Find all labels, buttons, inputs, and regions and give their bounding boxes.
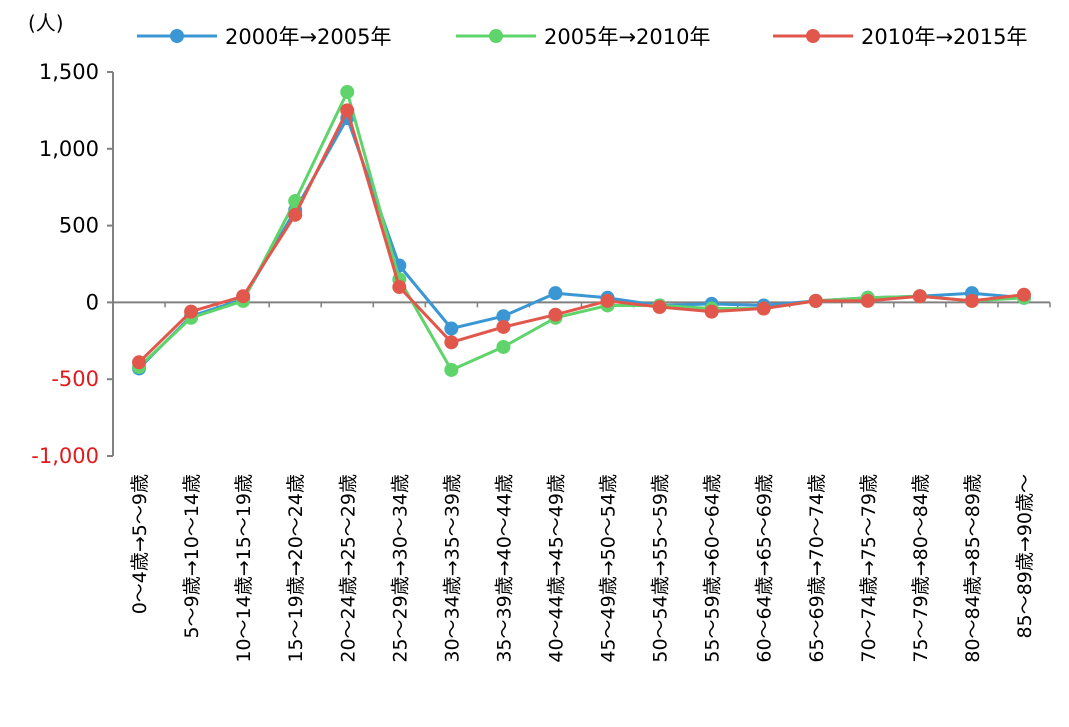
- x-tick-label: 35～39歳→40～44歳: [493, 474, 515, 663]
- series-1: [132, 111, 1031, 376]
- x-tick-label: 85～89歳→90歳～: [1014, 474, 1036, 638]
- y-tick-label: 500: [59, 214, 99, 238]
- data-point: [808, 293, 823, 308]
- x-tick-label: 80～84歳→85～89歳: [962, 474, 984, 663]
- data-point: [444, 362, 459, 377]
- series-line: [137, 108, 1025, 364]
- data-point: [548, 307, 563, 322]
- x-tick-label: 55～59歳→60～64歳: [702, 474, 724, 663]
- data-point: [392, 280, 407, 295]
- legend: 2000年→2005年 2005年→2010年 2010年→2015年: [137, 25, 1027, 49]
- legend-marker: [170, 29, 184, 43]
- data-point: [444, 335, 459, 350]
- data-point: [912, 289, 927, 304]
- data-point: [756, 301, 771, 316]
- x-tick-label: 60～64歳→65～69歳: [754, 474, 776, 663]
- legend-label: 2005年→2010年: [544, 25, 710, 49]
- x-axis-labels: 0～4歳→5～9歳 5～9歳→10～14歳 10～14歳→15～19歳 15～19歳→…: [129, 474, 1036, 663]
- x-tick-label: 40～44歳→45～49歳: [545, 474, 567, 663]
- series-line: [137, 90, 1025, 372]
- x-tick-label: 25～29歳→30～34歳: [389, 474, 411, 663]
- data-point: [496, 309, 511, 324]
- x-tick-label: 50～54歳→55～59歳: [650, 474, 672, 663]
- x-tick-label: 75～79歳→80～84歳: [910, 474, 932, 663]
- data-point: [1016, 287, 1031, 302]
- data-point: [444, 321, 459, 336]
- x-tick-label: 65～69歳→70～74歳: [806, 474, 828, 663]
- data-point: [184, 304, 199, 319]
- data-point: [600, 293, 615, 308]
- data-point: [288, 207, 303, 222]
- y-tick-label: -500: [51, 367, 99, 391]
- data-point: [132, 355, 147, 370]
- data-point: [496, 319, 511, 334]
- legend-marker: [489, 29, 503, 43]
- x-tick-label: 30～34歳→35～39歳: [441, 474, 463, 663]
- y-tick-label: 1,500: [39, 60, 99, 84]
- y-tick-label: 0: [86, 290, 99, 314]
- data-point: [704, 304, 719, 319]
- x-tick-label: 0～4歳→5～9歳: [129, 474, 151, 614]
- legend-item-3: 2010年→2015年: [773, 25, 1027, 49]
- data-point: [236, 289, 251, 304]
- legend-label: 2010年→2015年: [861, 25, 1027, 49]
- x-tick-label: 70～74歳→75～79歳: [858, 474, 880, 663]
- x-tick-label: 20～24歳→25～29歳: [337, 474, 359, 663]
- legend-item-2: 2005年→2010年: [456, 25, 710, 49]
- data-point: [496, 339, 511, 354]
- axes: 1,500 1,000 500 0 -500 -1,000: [31, 60, 1051, 468]
- series-2: [132, 84, 1031, 377]
- legend-label: 2000年→2005年: [225, 25, 391, 49]
- x-tick-label: 15～19歳→20～24歳: [285, 474, 307, 663]
- y-tick-label: -1,000: [31, 444, 99, 468]
- data-point: [652, 300, 667, 315]
- y-tick-label: 1,000: [39, 137, 99, 161]
- data-point: [340, 84, 355, 99]
- y-unit-label: (人): [28, 11, 64, 35]
- legend-marker: [806, 29, 820, 43]
- x-tick-label: 5～9歳→10～14歳: [181, 474, 203, 638]
- series-3: [132, 103, 1031, 370]
- series-layer: [132, 84, 1031, 377]
- data-point: [340, 103, 355, 118]
- data-point: [548, 286, 563, 301]
- data-point: [860, 293, 875, 308]
- x-tick-label: 45～49歳→50～54歳: [598, 474, 620, 663]
- data-point: [964, 293, 979, 308]
- legend-item-1: 2000年→2005年: [137, 25, 391, 49]
- x-tick-label: 10～14歳→15～19歳: [233, 474, 255, 663]
